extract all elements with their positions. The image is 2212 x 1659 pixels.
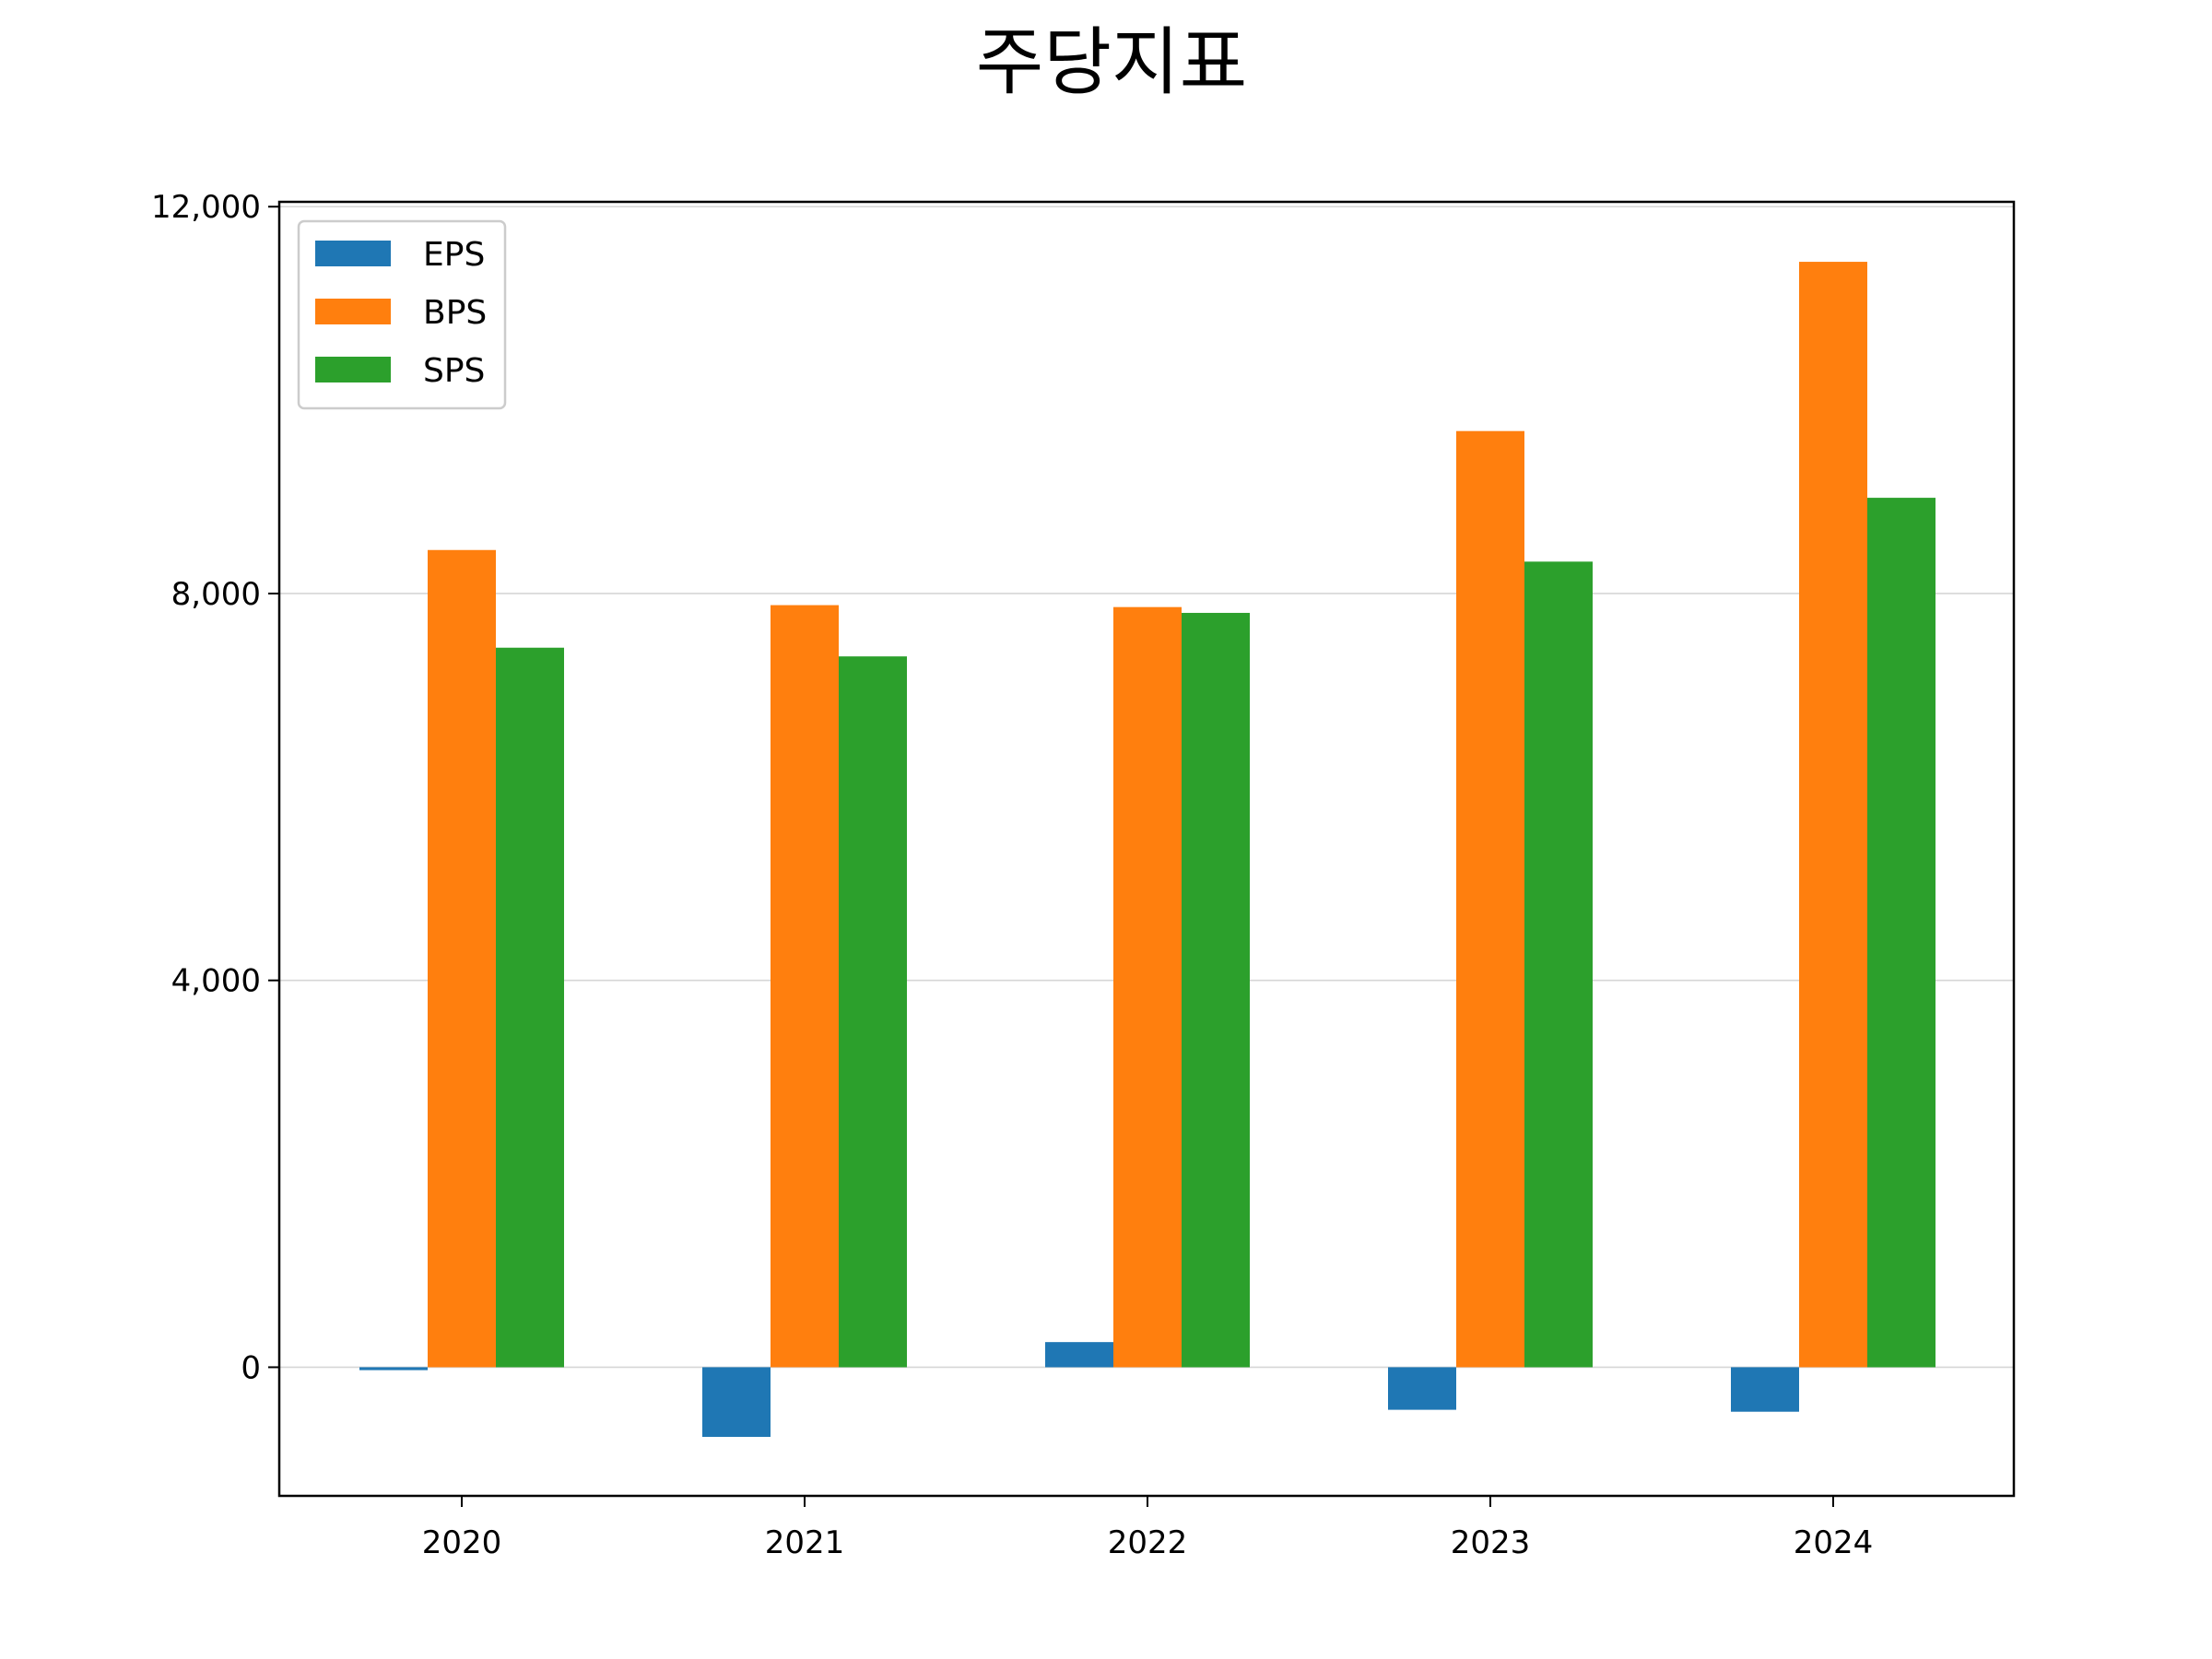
legend-swatch-sps [315,357,391,382]
bar-sps-2021 [839,656,907,1368]
bar-sps-2024 [1867,498,1936,1368]
legend-items: EPS BPS SPS [315,236,487,390]
bar-sps-2023 [1524,561,1593,1368]
x-tick-label: 2024 [1794,1524,1874,1561]
bar-bps-2022 [1113,606,1182,1368]
y-tick-label: 0 [241,1349,261,1386]
legend: EPS BPS SPS [297,219,507,410]
x-tick-label: 2022 [1108,1524,1188,1561]
x-tick-label: 2023 [1451,1524,1531,1561]
chart-title: 주당지표 [976,19,1247,105]
bar-bps-2024 [1799,262,1867,1368]
legend-label-eps: EPS [423,236,485,274]
bar-eps-2021 [702,1367,771,1437]
bar-sps-2020 [496,647,564,1368]
y-tick-label: 8,000 [171,576,261,613]
bar-bps-2021 [771,605,839,1368]
x-axis-ticks: 2020 2021 2022 2023 2024 [422,1496,1874,1561]
bar-eps-2024 [1731,1367,1799,1412]
bar-eps-2023 [1388,1367,1456,1410]
bar-bps-2023 [1456,430,1524,1368]
y-tick-label: 12,000 [151,189,261,226]
legend-swatch-bps [315,299,391,324]
bar-bps-2020 [428,549,496,1368]
bar-sps-2022 [1182,612,1250,1368]
x-tick-label: 2021 [765,1524,845,1561]
y-tick-label: 4,000 [171,963,261,1000]
legend-label-bps: BPS [423,294,487,332]
legend-swatch-eps [315,241,391,266]
y-axis-ticks: 0 4,000 8,000 12,000 [151,189,279,1386]
bar-eps-2022 [1045,1342,1113,1368]
x-tick-label: 2020 [422,1524,502,1561]
bars [359,262,1936,1437]
legend-label-sps: SPS [423,352,485,390]
bar-eps-2020 [359,1367,428,1371]
